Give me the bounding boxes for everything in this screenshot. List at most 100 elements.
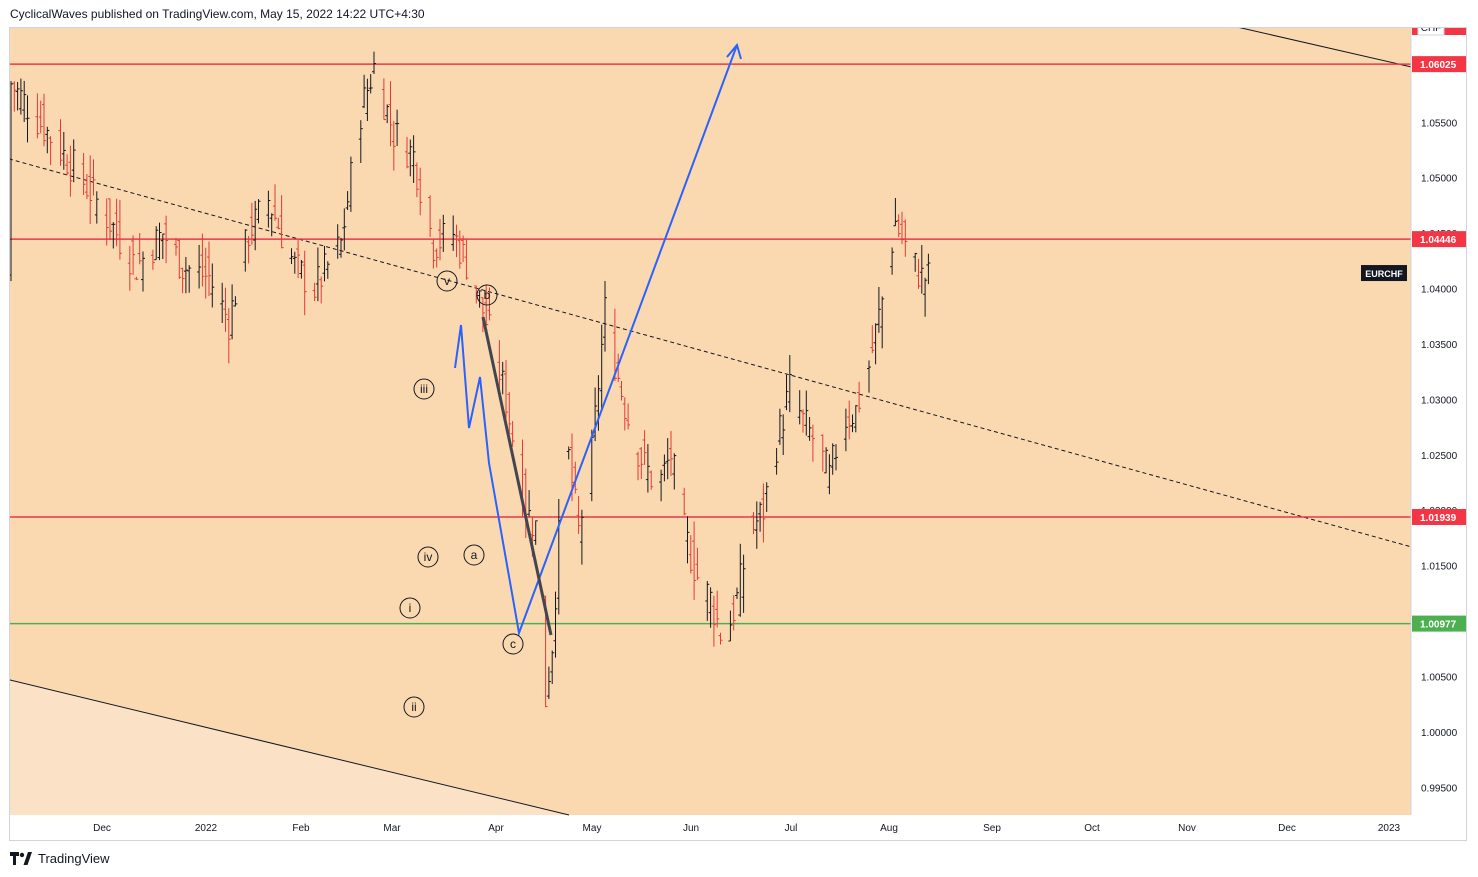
level-price-tag-0	[1412, 56, 1466, 73]
candle	[246, 236, 251, 264]
candle	[919, 245, 924, 294]
candle	[477, 290, 482, 308]
candle	[180, 267, 185, 294]
x-tick-label: Apr	[488, 823, 504, 834]
candle	[507, 392, 512, 435]
y-tick-label: 1.05500	[1421, 118, 1458, 129]
x-tick-label: Mar	[383, 823, 401, 834]
candle	[299, 259, 304, 279]
channel-upper-line	[1236, 26, 1412, 68]
candle	[500, 361, 505, 395]
candle	[279, 195, 284, 249]
candle	[296, 239, 301, 279]
candle	[649, 470, 654, 490]
candle	[454, 224, 459, 258]
candle	[504, 360, 508, 427]
candle	[230, 284, 235, 340]
candle	[61, 131, 66, 170]
level-price-tag-1	[1412, 231, 1466, 248]
candle	[672, 453, 677, 490]
x-tick-label: Jul	[785, 823, 798, 834]
candle	[510, 421, 515, 447]
candle	[692, 521, 697, 600]
candle	[71, 139, 76, 183]
candle	[827, 454, 832, 495]
candle	[550, 650, 555, 684]
candle	[408, 139, 413, 177]
chart-svg[interactable]: iiiiiiivvabc1.055001.050001.045001.04000…	[8, 18, 1467, 841]
y-tick-label: 1.02500	[1421, 451, 1458, 462]
candle	[302, 250, 307, 316]
wave-b-c-line[interactable]	[481, 316, 553, 636]
candle	[761, 483, 766, 543]
candle	[385, 104, 390, 124]
candle	[68, 145, 73, 197]
candle	[269, 213, 274, 237]
projection-arrowhead	[726, 42, 742, 60]
candle	[645, 444, 650, 493]
candle	[233, 296, 238, 307]
y-tick-label: 1.00500	[1421, 672, 1458, 683]
wave-label-circle-ii	[403, 696, 425, 718]
candle	[441, 214, 446, 252]
candle	[801, 409, 805, 433]
candle	[431, 239, 436, 269]
candle	[599, 324, 604, 409]
wave-label-ii: ii	[411, 700, 416, 714]
candle	[662, 454, 667, 482]
candle	[207, 241, 211, 296]
candle	[781, 414, 786, 456]
candle	[728, 610, 733, 642]
candle	[325, 261, 330, 279]
candle	[731, 595, 736, 631]
candle	[688, 535, 693, 574]
candle	[253, 200, 258, 251]
dashed-trendline	[8, 158, 1412, 548]
candle	[335, 224, 340, 259]
candle	[203, 247, 208, 299]
candle	[682, 487, 687, 516]
x-tick-label: Dec	[1278, 823, 1296, 834]
candle	[312, 282, 317, 302]
candle	[418, 167, 423, 216]
candle	[622, 397, 627, 431]
candle	[154, 226, 159, 261]
wave-label-a: a	[471, 548, 478, 562]
candle	[127, 245, 132, 291]
wave-label-i: i	[409, 601, 412, 615]
candle	[292, 251, 297, 274]
candle	[411, 135, 416, 183]
chart-plot-area[interactable]: iiiiiiivvabc1.055001.050001.045001.04000…	[8, 18, 1467, 834]
candle	[273, 184, 277, 221]
candle	[764, 482, 769, 512]
candle	[807, 417, 812, 441]
candle	[566, 446, 571, 460]
x-tick-label: Oct	[1084, 823, 1100, 834]
candle	[315, 247, 320, 302]
candle	[457, 230, 462, 269]
candle	[157, 222, 162, 261]
wave-label-iv: iv	[424, 550, 433, 564]
candle	[362, 74, 367, 109]
chart-background	[9, 27, 1411, 815]
projection-path[interactable]	[454, 44, 738, 637]
footer-brand: TradingView	[38, 851, 110, 866]
candle	[619, 380, 624, 401]
candle	[104, 198, 109, 246]
wave-label-circle-b	[476, 284, 498, 306]
candle	[857, 381, 862, 413]
candle	[187, 265, 192, 293]
candle	[58, 119, 63, 166]
candle	[896, 214, 901, 238]
candle	[923, 277, 928, 317]
candle	[738, 543, 743, 617]
candle	[368, 74, 373, 94]
candle	[395, 109, 400, 146]
candle	[391, 121, 396, 171]
candle	[111, 222, 116, 249]
candle	[810, 424, 815, 462]
wave-label-circle-c	[502, 633, 524, 655]
candle	[573, 461, 578, 494]
candle	[15, 81, 20, 111]
candle	[603, 280, 607, 352]
